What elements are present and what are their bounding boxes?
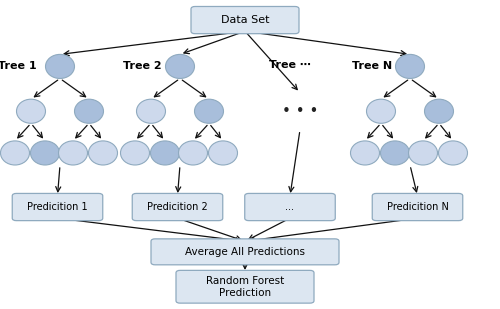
- Text: Average All Predictions: Average All Predictions: [185, 247, 305, 257]
- Ellipse shape: [150, 141, 180, 165]
- FancyBboxPatch shape: [372, 193, 463, 221]
- Ellipse shape: [366, 99, 396, 123]
- Ellipse shape: [46, 54, 74, 78]
- Text: Predicition 2: Predicition 2: [147, 202, 208, 212]
- Ellipse shape: [16, 99, 46, 123]
- FancyBboxPatch shape: [191, 6, 299, 34]
- Text: ...: ...: [286, 202, 294, 212]
- Text: Random Forest
Prediction: Random Forest Prediction: [206, 276, 284, 298]
- Ellipse shape: [438, 141, 468, 165]
- Ellipse shape: [58, 141, 87, 165]
- Ellipse shape: [166, 54, 194, 78]
- FancyBboxPatch shape: [151, 239, 339, 265]
- Text: Tree ⋯: Tree ⋯: [269, 60, 311, 70]
- Ellipse shape: [424, 99, 454, 123]
- FancyBboxPatch shape: [12, 193, 103, 221]
- FancyBboxPatch shape: [244, 193, 335, 221]
- Text: Data Set: Data Set: [221, 15, 269, 25]
- Ellipse shape: [136, 99, 166, 123]
- Text: Tree 1: Tree 1: [0, 61, 37, 71]
- FancyBboxPatch shape: [132, 193, 222, 221]
- Ellipse shape: [178, 141, 208, 165]
- Ellipse shape: [350, 141, 380, 165]
- Ellipse shape: [408, 141, 438, 165]
- FancyBboxPatch shape: [176, 270, 314, 303]
- Ellipse shape: [380, 141, 410, 165]
- Ellipse shape: [396, 54, 424, 78]
- Ellipse shape: [74, 99, 104, 123]
- Ellipse shape: [88, 141, 118, 165]
- Ellipse shape: [0, 141, 29, 165]
- Ellipse shape: [208, 141, 238, 165]
- Ellipse shape: [30, 141, 60, 165]
- Text: Predicition 1: Predicition 1: [27, 202, 88, 212]
- Text: Tree 2: Tree 2: [123, 61, 162, 71]
- Text: • • •: • • •: [282, 104, 318, 119]
- Text: Tree N: Tree N: [352, 61, 393, 71]
- Ellipse shape: [194, 99, 224, 123]
- Text: Predicition N: Predicition N: [386, 202, 448, 212]
- Ellipse shape: [120, 141, 150, 165]
